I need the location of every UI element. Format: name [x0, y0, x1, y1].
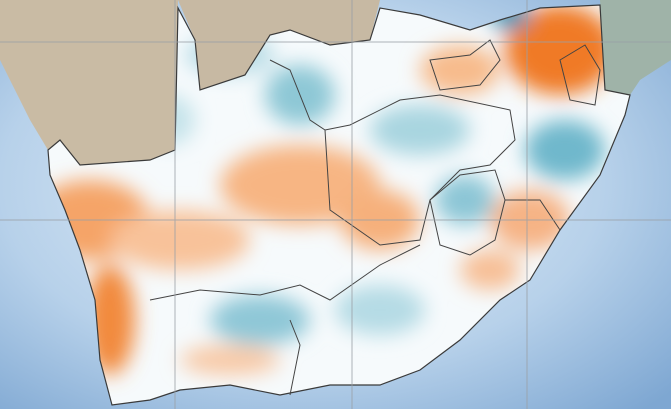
cool-area	[525, 120, 605, 180]
province-border	[149, 244, 421, 301]
country-border	[47, 4, 631, 406]
warm-area	[420, 45, 500, 95]
province-border	[289, 319, 301, 396]
neighbour-land	[0, 0, 178, 165]
province-border	[269, 59, 326, 131]
warm-area	[180, 345, 280, 375]
cool-area	[335, 285, 425, 335]
cool-area	[210, 295, 310, 345]
warm-area	[460, 250, 520, 290]
neighbour-land	[178, 0, 380, 90]
neighbour-land	[600, 0, 671, 95]
province-border	[324, 94, 516, 246]
cool-area	[435, 175, 495, 225]
warm-area	[110, 210, 250, 270]
province-borders	[149, 39, 601, 396]
warm-area	[505, 5, 615, 95]
cool-area	[370, 105, 470, 155]
warm-area	[220, 145, 380, 225]
swaziland-border	[559, 44, 601, 106]
province-border	[429, 39, 501, 91]
